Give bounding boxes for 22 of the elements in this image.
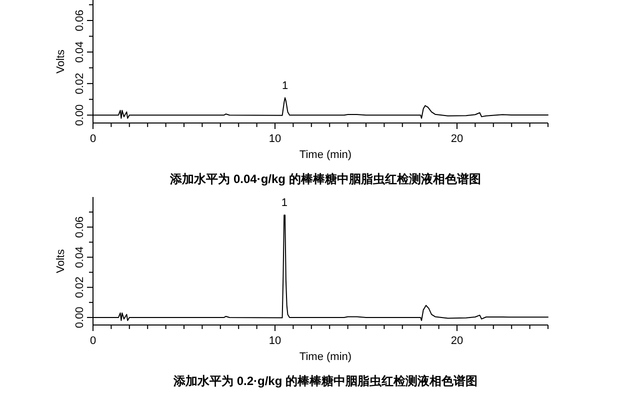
x-axis-title: Time (min) [299,351,352,363]
x-tick-label: 0 [90,133,96,145]
y-axis-title: Volts [55,248,67,274]
x-tick-label: 10 [268,335,282,347]
annotation: 1 [282,80,288,92]
x-tick-label: 10 [268,133,282,145]
x-axis-title: Time (min) [299,149,352,161]
y-tick-label: 0.04 [74,41,86,63]
x-tick-label: 20 [450,335,464,347]
annotation: 1 [281,197,288,210]
text: 添加水平为 0.2·g/kg 的棒棒糖中胭脂虫红检测液相色谱图 [172,374,478,388]
y-tick-label: 0.00 [74,104,86,126]
text: 添加水平为 0.04·g/kg 的棒棒糖中胭脂虫红检测液相色谱图 [169,172,481,186]
y-axis-title: Volts [55,49,67,74]
y-tick-label: 0.06 [74,10,86,32]
y-tick-label: 0.06 [74,216,86,238]
x-tick-label: 20 [450,133,464,145]
y-tick-label: 0.02 [74,72,86,94]
y-tick-label: 0.04 [74,246,86,268]
y-tick-label: 0.02 [74,276,86,298]
x-tick-label: 0 [90,335,96,347]
y-tick-label: 0.00 [74,306,86,328]
